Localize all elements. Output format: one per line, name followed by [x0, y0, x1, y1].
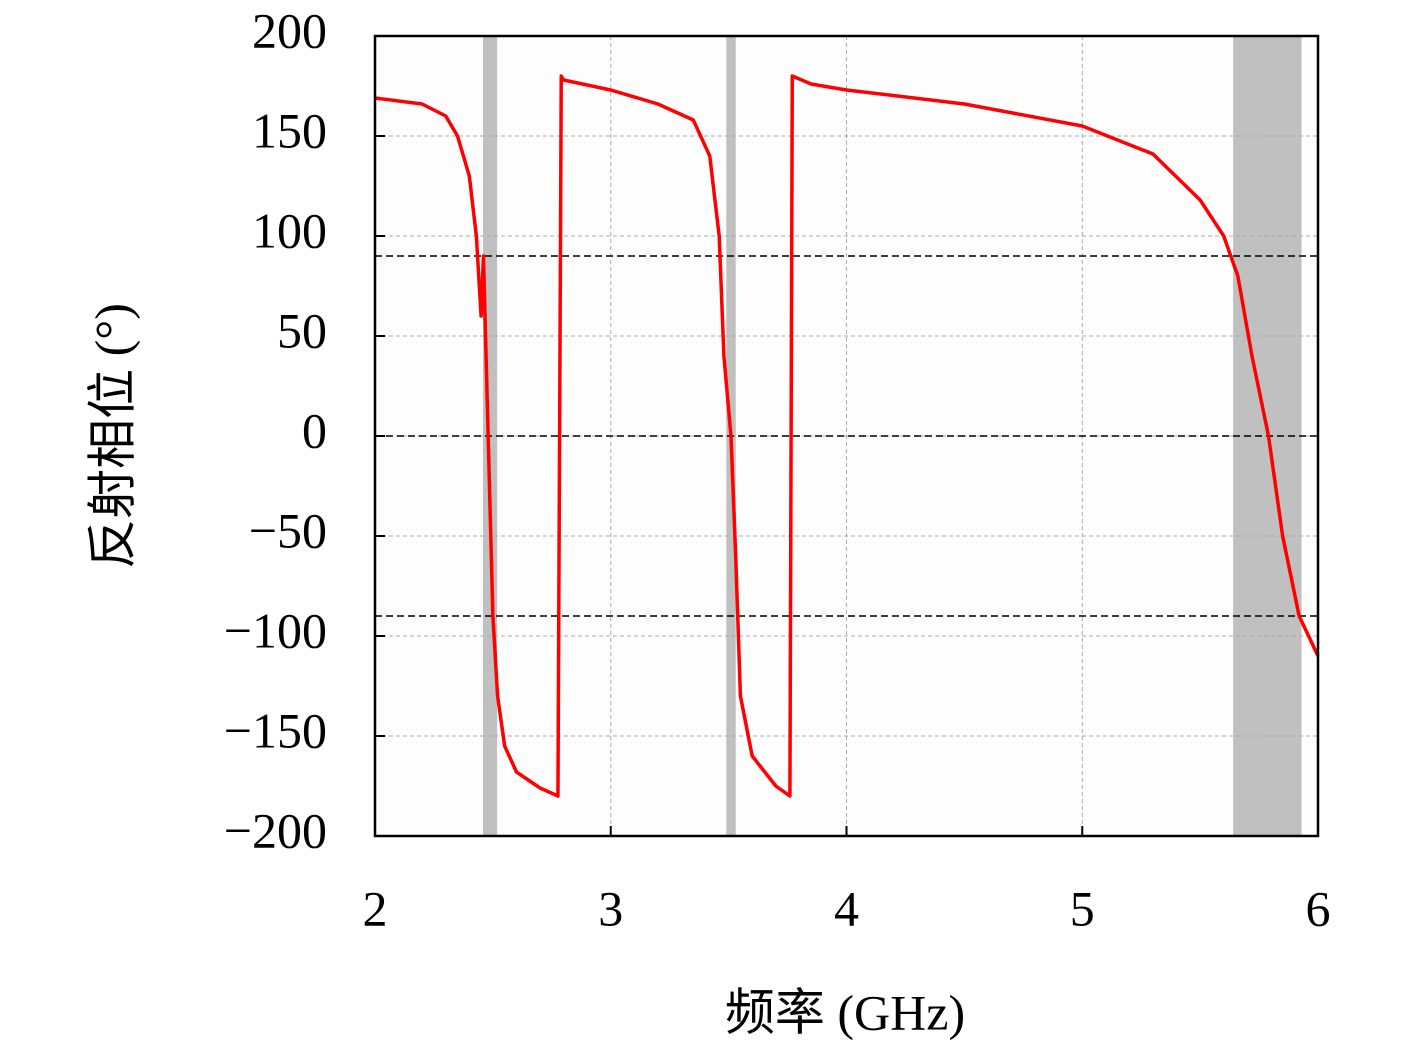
- y-axis-label: 反射相位 (°): [84, 303, 140, 569]
- x-tick-label: 2: [363, 880, 388, 936]
- x-tick-label: 6: [1306, 880, 1331, 936]
- y-tick-label: −50: [249, 502, 327, 558]
- x-axis-label: 频率 (GHz): [725, 984, 965, 1040]
- y-tick-label: −100: [224, 602, 327, 658]
- x-tick-label: 4: [834, 880, 859, 936]
- x-tick-label: 3: [598, 880, 623, 936]
- y-tick-label: 0: [302, 402, 327, 458]
- y-tick-label: −200: [224, 802, 327, 858]
- plot-frame: [373, 34, 1320, 838]
- y-tick-label: 200: [252, 2, 327, 58]
- y-tick-label: −150: [224, 702, 327, 758]
- y-tick-label: 150: [252, 102, 327, 158]
- data-line: [374, 74, 1320, 798]
- x-tick-label: 5: [1070, 880, 1095, 936]
- y-tick-label: 50: [277, 302, 327, 358]
- y-tick-label: 100: [252, 202, 327, 258]
